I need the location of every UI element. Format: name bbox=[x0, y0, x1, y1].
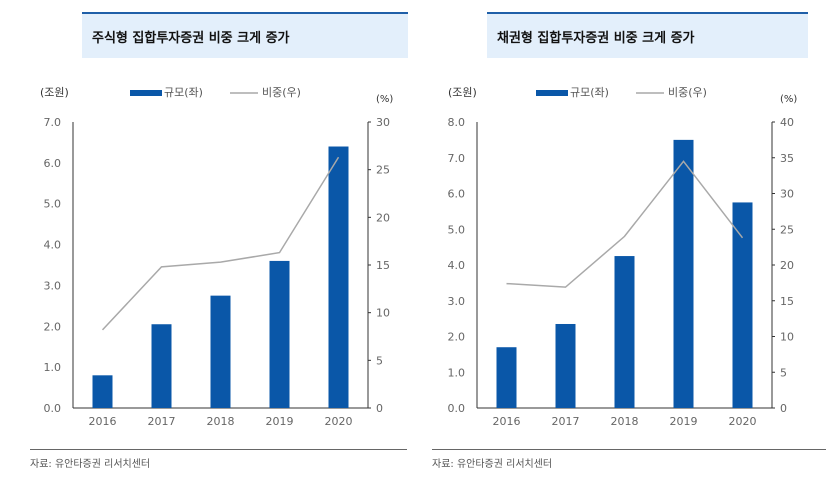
chart-2-left-tick-label: 6.0 bbox=[448, 188, 466, 201]
chart-2-x-tick-label: 2019 bbox=[670, 415, 698, 428]
chart-2-right-tick-label: 30 bbox=[780, 188, 794, 201]
chart-1-source: 자료: 유안타증권 리서치센터 bbox=[30, 459, 151, 470]
chart-1-right-tick-label: 25 bbox=[376, 164, 390, 177]
chart-2-left-tick-label: 3.0 bbox=[448, 295, 466, 308]
chart-2-title: 채권형 집합투자증권 비중 크게 증가 bbox=[497, 31, 695, 46]
chart-1-left-tick-label: 7.0 bbox=[44, 116, 62, 129]
chart-1-right-unit: (%) bbox=[376, 94, 393, 105]
chart-1-right-tick-label: 30 bbox=[376, 116, 390, 129]
chart-2-x-tick-label: 2020 bbox=[729, 415, 757, 428]
chart-2-left-tick-label: 1.0 bbox=[448, 366, 466, 379]
chart-2-legend-bar-label: 규모(좌) bbox=[570, 86, 609, 99]
chart-1-right-tick-label: 20 bbox=[376, 211, 390, 224]
chart-2-right-tick-label: 20 bbox=[780, 259, 794, 272]
chart-2-right-tick-label: 35 bbox=[780, 152, 794, 165]
chart-2-source: 자료: 유안타증권 리서치센터 bbox=[432, 459, 553, 470]
chart-2-left-tick-label: 5.0 bbox=[448, 223, 466, 236]
chart-2-right-tick-label: 5 bbox=[780, 366, 787, 379]
chart-1-left-tick-label: 3.0 bbox=[44, 279, 62, 292]
chart-1-left-tick-label: 1.0 bbox=[44, 361, 62, 374]
chart-1-right-tick-label: 5 bbox=[376, 354, 383, 367]
chart-2-left-tick-label: 2.0 bbox=[448, 331, 466, 344]
chart-2-left-tick-label: 7.0 bbox=[448, 152, 466, 165]
chart-1-legend-bar-label: 규모(좌) bbox=[164, 86, 203, 99]
chart-2-legend-bar-swatch bbox=[536, 90, 568, 96]
chart-1-left-tick-label: 0.0 bbox=[44, 402, 62, 415]
chart-2-bar-2018 bbox=[614, 256, 635, 408]
chart-2-bar-2019 bbox=[673, 139, 694, 408]
chart-1-title-box: 주식형 집합투자증권 비중 크게 증가 bbox=[82, 12, 408, 58]
chart-1-right-tick-label: 0 bbox=[376, 402, 383, 415]
chart-2-right-unit: (%) bbox=[780, 94, 797, 105]
chart-2-right-tick-label: 10 bbox=[780, 331, 794, 344]
chart-2-source-divider bbox=[432, 449, 826, 450]
chart-1-x-tick-label: 2017 bbox=[148, 415, 176, 428]
chart-1-left-tick-label: 4.0 bbox=[44, 239, 62, 252]
chart-2-right-tick-label: 40 bbox=[780, 116, 794, 129]
chart-1-right-tick-label: 10 bbox=[376, 307, 390, 320]
chart-1-legend-line-label: 비중(우) bbox=[262, 86, 301, 99]
chart-1-left-tick-label: 2.0 bbox=[44, 320, 62, 333]
chart-1-right-tick-label: 15 bbox=[376, 259, 390, 272]
chart-1-x-tick-label: 2020 bbox=[325, 415, 353, 428]
chart-1-bar-2016 bbox=[92, 375, 113, 408]
chart-2-x-tick-label: 2016 bbox=[493, 415, 521, 428]
chart-1-bar-2019 bbox=[269, 260, 290, 408]
chart-2-left-tick-label: 4.0 bbox=[448, 259, 466, 272]
chart-2-bar-2020 bbox=[732, 202, 753, 408]
chart-1-bar-2020 bbox=[328, 146, 349, 408]
chart-2-left-tick-label: 8.0 bbox=[448, 116, 466, 129]
chart-1-title: 주식형 집합투자증권 비중 크게 증가 bbox=[92, 31, 290, 46]
chart-2-right-tick-label: 15 bbox=[780, 295, 794, 308]
chart-2-bar-2016 bbox=[496, 347, 517, 408]
chart-1-legend-bar-swatch bbox=[130, 90, 162, 96]
chart-1-bar-2018 bbox=[210, 295, 231, 408]
chart-2-bar-2017 bbox=[555, 323, 576, 408]
chart-2-title-box: 채권형 집합투자증권 비중 크게 증가 bbox=[487, 12, 808, 58]
chart-1-bar-2017 bbox=[151, 324, 172, 408]
chart-1-x-tick-label: 2018 bbox=[207, 415, 235, 428]
chart-2-right-tick-label: 0 bbox=[780, 402, 787, 415]
chart-1-left-tick-label: 5.0 bbox=[44, 198, 62, 211]
chart-2-right-tick-label: 25 bbox=[780, 223, 794, 236]
chart-2-left-unit: (조원) bbox=[448, 86, 477, 99]
chart-2-legend-line-label: 비중(우) bbox=[668, 86, 707, 99]
chart-1-source-divider bbox=[30, 449, 407, 450]
chart-2-x-tick-label: 2018 bbox=[611, 415, 639, 428]
chart-1-x-tick-label: 2019 bbox=[266, 415, 294, 428]
chart-1-left-tick-label: 6.0 bbox=[44, 157, 62, 170]
chart-2-left-tick-label: 0.0 bbox=[448, 402, 466, 415]
chart-1-x-tick-label: 2016 bbox=[89, 415, 117, 428]
chart-2-x-tick-label: 2017 bbox=[552, 415, 580, 428]
chart-1-left-unit: (조원) bbox=[40, 86, 69, 99]
